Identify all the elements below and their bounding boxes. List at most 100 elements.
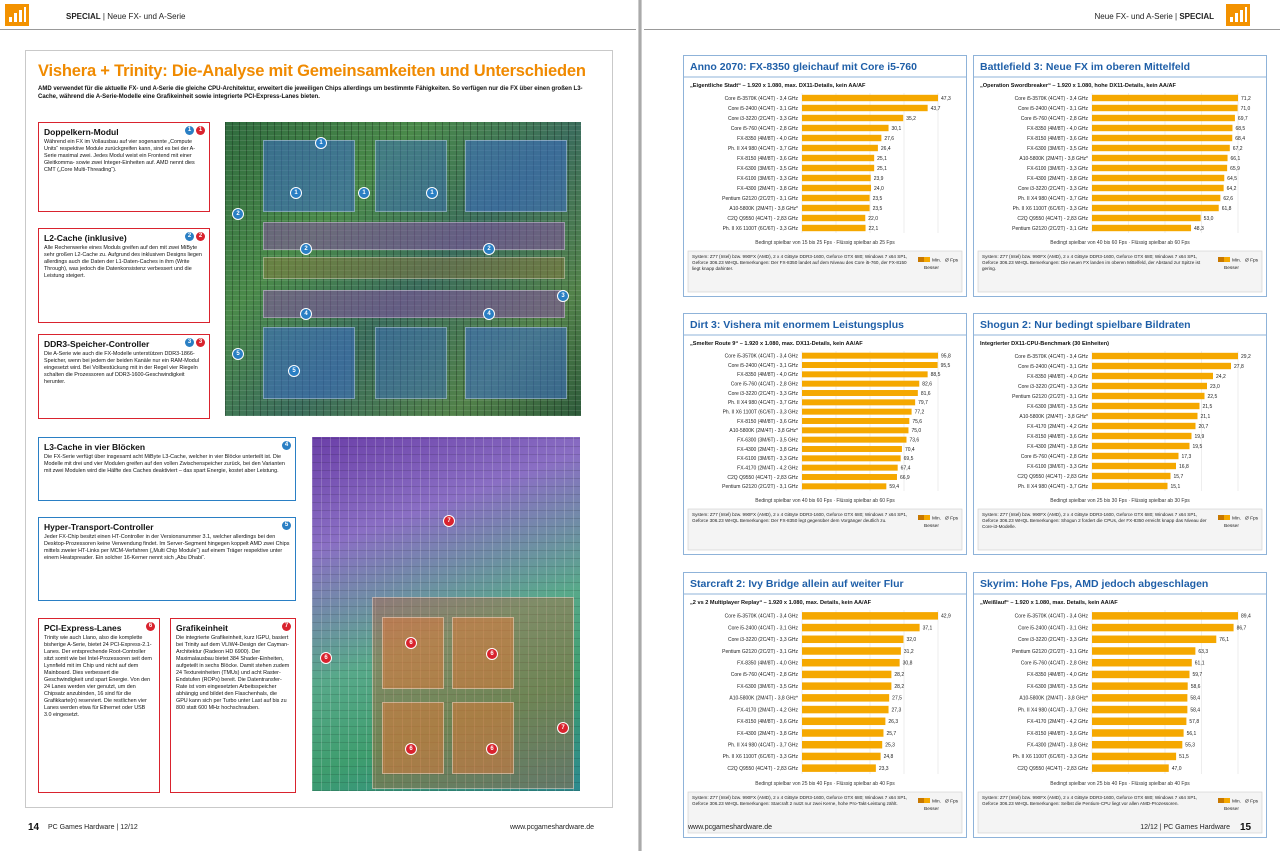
bar	[802, 694, 890, 702]
die-marker: 2	[483, 243, 495, 255]
page-header: Neue FX- und A-Serie | SPECIAL	[1094, 12, 1214, 21]
bar	[802, 380, 920, 387]
info-box: Doppelkern-Modul 1 1 Während ein FX im Voll…	[38, 122, 210, 212]
row-label: A10-5800K (2M/4T) - 3,8 GHz*	[1019, 414, 1088, 420]
legend-label: Min.	[1232, 799, 1241, 805]
value-label: 58,4	[1190, 696, 1200, 702]
chart-title: Starcraft 2: Ivy Bridge allein auf weite…	[690, 578, 904, 590]
bar	[802, 408, 912, 415]
bar	[802, 418, 910, 424]
bar	[802, 204, 870, 212]
chart-notes: System: Z77 (Intel) bzw. 990FX (AMD), 2 …	[692, 795, 908, 806]
row-label: FX-4300 (2M/4T) - 3,8 GHz	[1027, 176, 1088, 182]
row-label: C2Q Q9550 (4C/4T) - 2,83 GHz	[1017, 474, 1088, 480]
badge: 2	[196, 232, 205, 241]
chart-notes: System: Z77 (Intel) bzw. 990FX (AMD), 2 …	[982, 795, 1198, 806]
chart-notes: System: Z77 (Intel) bzw. 990FX (AMD), 2 …	[692, 512, 908, 523]
bar	[802, 164, 875, 172]
row-label: FX-8150 (4M/8T) - 3,6 GHz	[737, 419, 798, 425]
bar	[802, 623, 920, 632]
chart-title: Battlefield 3: Neue FX im oberen Mittelf…	[980, 61, 1190, 73]
row-label: Ph. II X4 980 (4C/4T) - 3,7 GHz	[728, 743, 799, 749]
value-label: 71,2	[1241, 96, 1251, 102]
value-label: 73,6	[909, 437, 919, 443]
row-label: Pentium G2120 (2C/2T) - 3,1 GHz	[1012, 649, 1088, 655]
bar	[802, 174, 871, 182]
bar	[1092, 94, 1238, 102]
bar	[1092, 134, 1233, 142]
box-badges: 7	[282, 622, 291, 631]
value-label: 86,7	[1237, 625, 1247, 631]
row-label: C2Q Q9550 (4C/4T) - 2,83 GHz	[1017, 216, 1088, 222]
badge: 4	[282, 441, 291, 450]
legend-better: Besser	[1224, 523, 1239, 529]
legend-better: Besser	[1224, 806, 1239, 812]
value-label: 66,1	[1231, 156, 1241, 162]
bar	[1092, 184, 1224, 192]
die-marker: 5	[288, 365, 300, 377]
row-label: Core i5-3570K (4C/4T) - 3,4 GHz	[1015, 614, 1089, 620]
notes-box	[977, 508, 1263, 551]
page-number: 14	[28, 822, 40, 833]
die-marker: 6	[486, 743, 498, 755]
value-label: 16,8	[1179, 464, 1189, 470]
row-label: FX-6300 (3M/6T) - 3,5 GHz	[1027, 404, 1088, 410]
header-section: SPECIAL	[1179, 12, 1214, 21]
row-label: FX-6300 (3M/6T) - 3,5 GHz	[737, 166, 798, 172]
bar-chart: Anno 2070: FX-8350 gleichauf mit Core i5…	[684, 61, 966, 293]
die-marker: 2	[232, 208, 244, 220]
value-label: 25,3	[885, 743, 895, 749]
value-label: 77,2	[915, 409, 925, 415]
box-title: Doppelkern-Modul	[44, 127, 119, 137]
legend-better: Besser	[924, 523, 939, 529]
bar	[1092, 352, 1238, 360]
legend-label: Ø Fps	[1245, 516, 1259, 522]
bar	[802, 705, 889, 714]
bar	[1092, 462, 1176, 470]
value-label: 79,7	[918, 400, 928, 406]
row-label: Core i3-3220 (2C/4T) - 3,3 GHz	[728, 116, 799, 122]
notes-box	[977, 250, 1263, 293]
row-label: FX-8150 (4M/8T) - 3,6 GHz	[737, 719, 798, 725]
row-label: FX-4170 (2M/4T) - 4,2 GHz	[1027, 424, 1088, 430]
gutter	[638, 0, 642, 851]
value-label: 95,5	[941, 363, 951, 369]
box-badges: 6	[146, 622, 155, 631]
bar	[1092, 740, 1183, 749]
row-label: Ph. II X6 1100T (6C/6T) - 3,3 GHz	[723, 754, 799, 760]
box-text: Während ein FX im Vollausbau auf vier so…	[44, 139, 196, 173]
row-label: FX-4300 (2M/4T) - 3,8 GHz	[737, 731, 798, 737]
row-label: A10-5800K (2M/4T) - 3,8 GHz*	[729, 428, 798, 434]
bar	[802, 446, 902, 452]
legend-swatch-min	[1218, 515, 1224, 520]
legend-label: Min.	[1232, 516, 1241, 522]
value-label: 76,1	[1219, 637, 1229, 643]
row-label: FX-6300 (3M/6T) - 3,5 GHz	[1027, 684, 1088, 690]
value-label: 22,1	[869, 226, 879, 232]
bar	[1092, 154, 1228, 162]
bar	[802, 94, 938, 102]
bar	[802, 483, 887, 490]
badge: 5	[282, 521, 291, 530]
row-label: FX-6300 (3M/6T) - 3,5 GHz	[737, 684, 798, 690]
value-label: 27,3	[892, 707, 902, 713]
value-label: 88,5	[931, 372, 941, 378]
row-label: Ph. II X4 980 (4C/4T) - 3,7 GHz	[1018, 484, 1089, 490]
notes-wrapper: System: Z77 (Intel) bzw. 990FX (AMD), 2 …	[982, 795, 1198, 806]
bar	[1092, 224, 1192, 232]
row-label: A10-5800K (2M/4T) - 3,8 GHz*	[1019, 156, 1088, 162]
value-label: 24,8	[884, 754, 894, 760]
value-label: 42,9	[941, 614, 951, 620]
die-marker: 7	[443, 515, 455, 527]
value-label: 81,6	[921, 391, 931, 397]
bar	[802, 612, 938, 620]
header-section: SPECIAL	[66, 12, 101, 21]
header-topic: Neue FX- und A-Serie	[107, 12, 186, 21]
bar	[1092, 124, 1233, 132]
bar	[1092, 635, 1217, 644]
row-label: FX-8350 (4M/8T) - 4,0 GHz	[737, 136, 798, 142]
chart-title: Anno 2070: FX-8350 gleichauf mit Core i5…	[690, 61, 917, 73]
value-label: 35,2	[906, 116, 916, 122]
